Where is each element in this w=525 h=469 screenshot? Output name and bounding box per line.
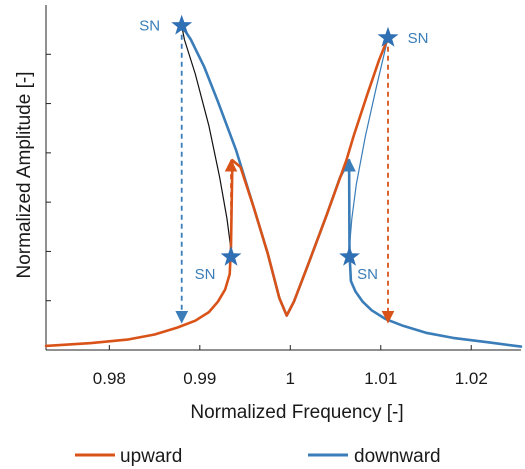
x-tick-label: 0.98 <box>93 369 126 388</box>
legend: upward downward <box>75 446 441 467</box>
saddle-node-marker <box>220 245 242 266</box>
sn-annotation: SN <box>139 18 160 35</box>
x-tick-label: 1.02 <box>455 369 488 388</box>
x-tick-label: 1.01 <box>364 369 397 388</box>
sn-annotation: SN <box>408 30 429 47</box>
x-axis-label: Normalized Frequency [-] <box>190 402 403 423</box>
sn-annotation: SN <box>195 266 216 283</box>
saddle-node-marker <box>339 245 360 266</box>
plot-area: 0.98 0.99 1 1.01 1.02 SN SN SN SN <box>44 5 523 388</box>
y-axis-label: Normalized Amplitude [-] <box>14 72 35 279</box>
saddle-node-marker <box>377 26 399 47</box>
legend-label-upward: upward <box>120 446 182 467</box>
x-tick-label: 0.99 <box>183 369 216 388</box>
unstable-branch-line <box>181 25 232 257</box>
x-tick-label: 1 <box>286 369 295 388</box>
legend-label-downward: downward <box>354 446 441 467</box>
saddle-node-marker <box>171 14 193 35</box>
series-line-upward <box>44 36 390 348</box>
sn-annotation: SN <box>357 266 378 283</box>
unstable-branch-line <box>348 37 389 257</box>
